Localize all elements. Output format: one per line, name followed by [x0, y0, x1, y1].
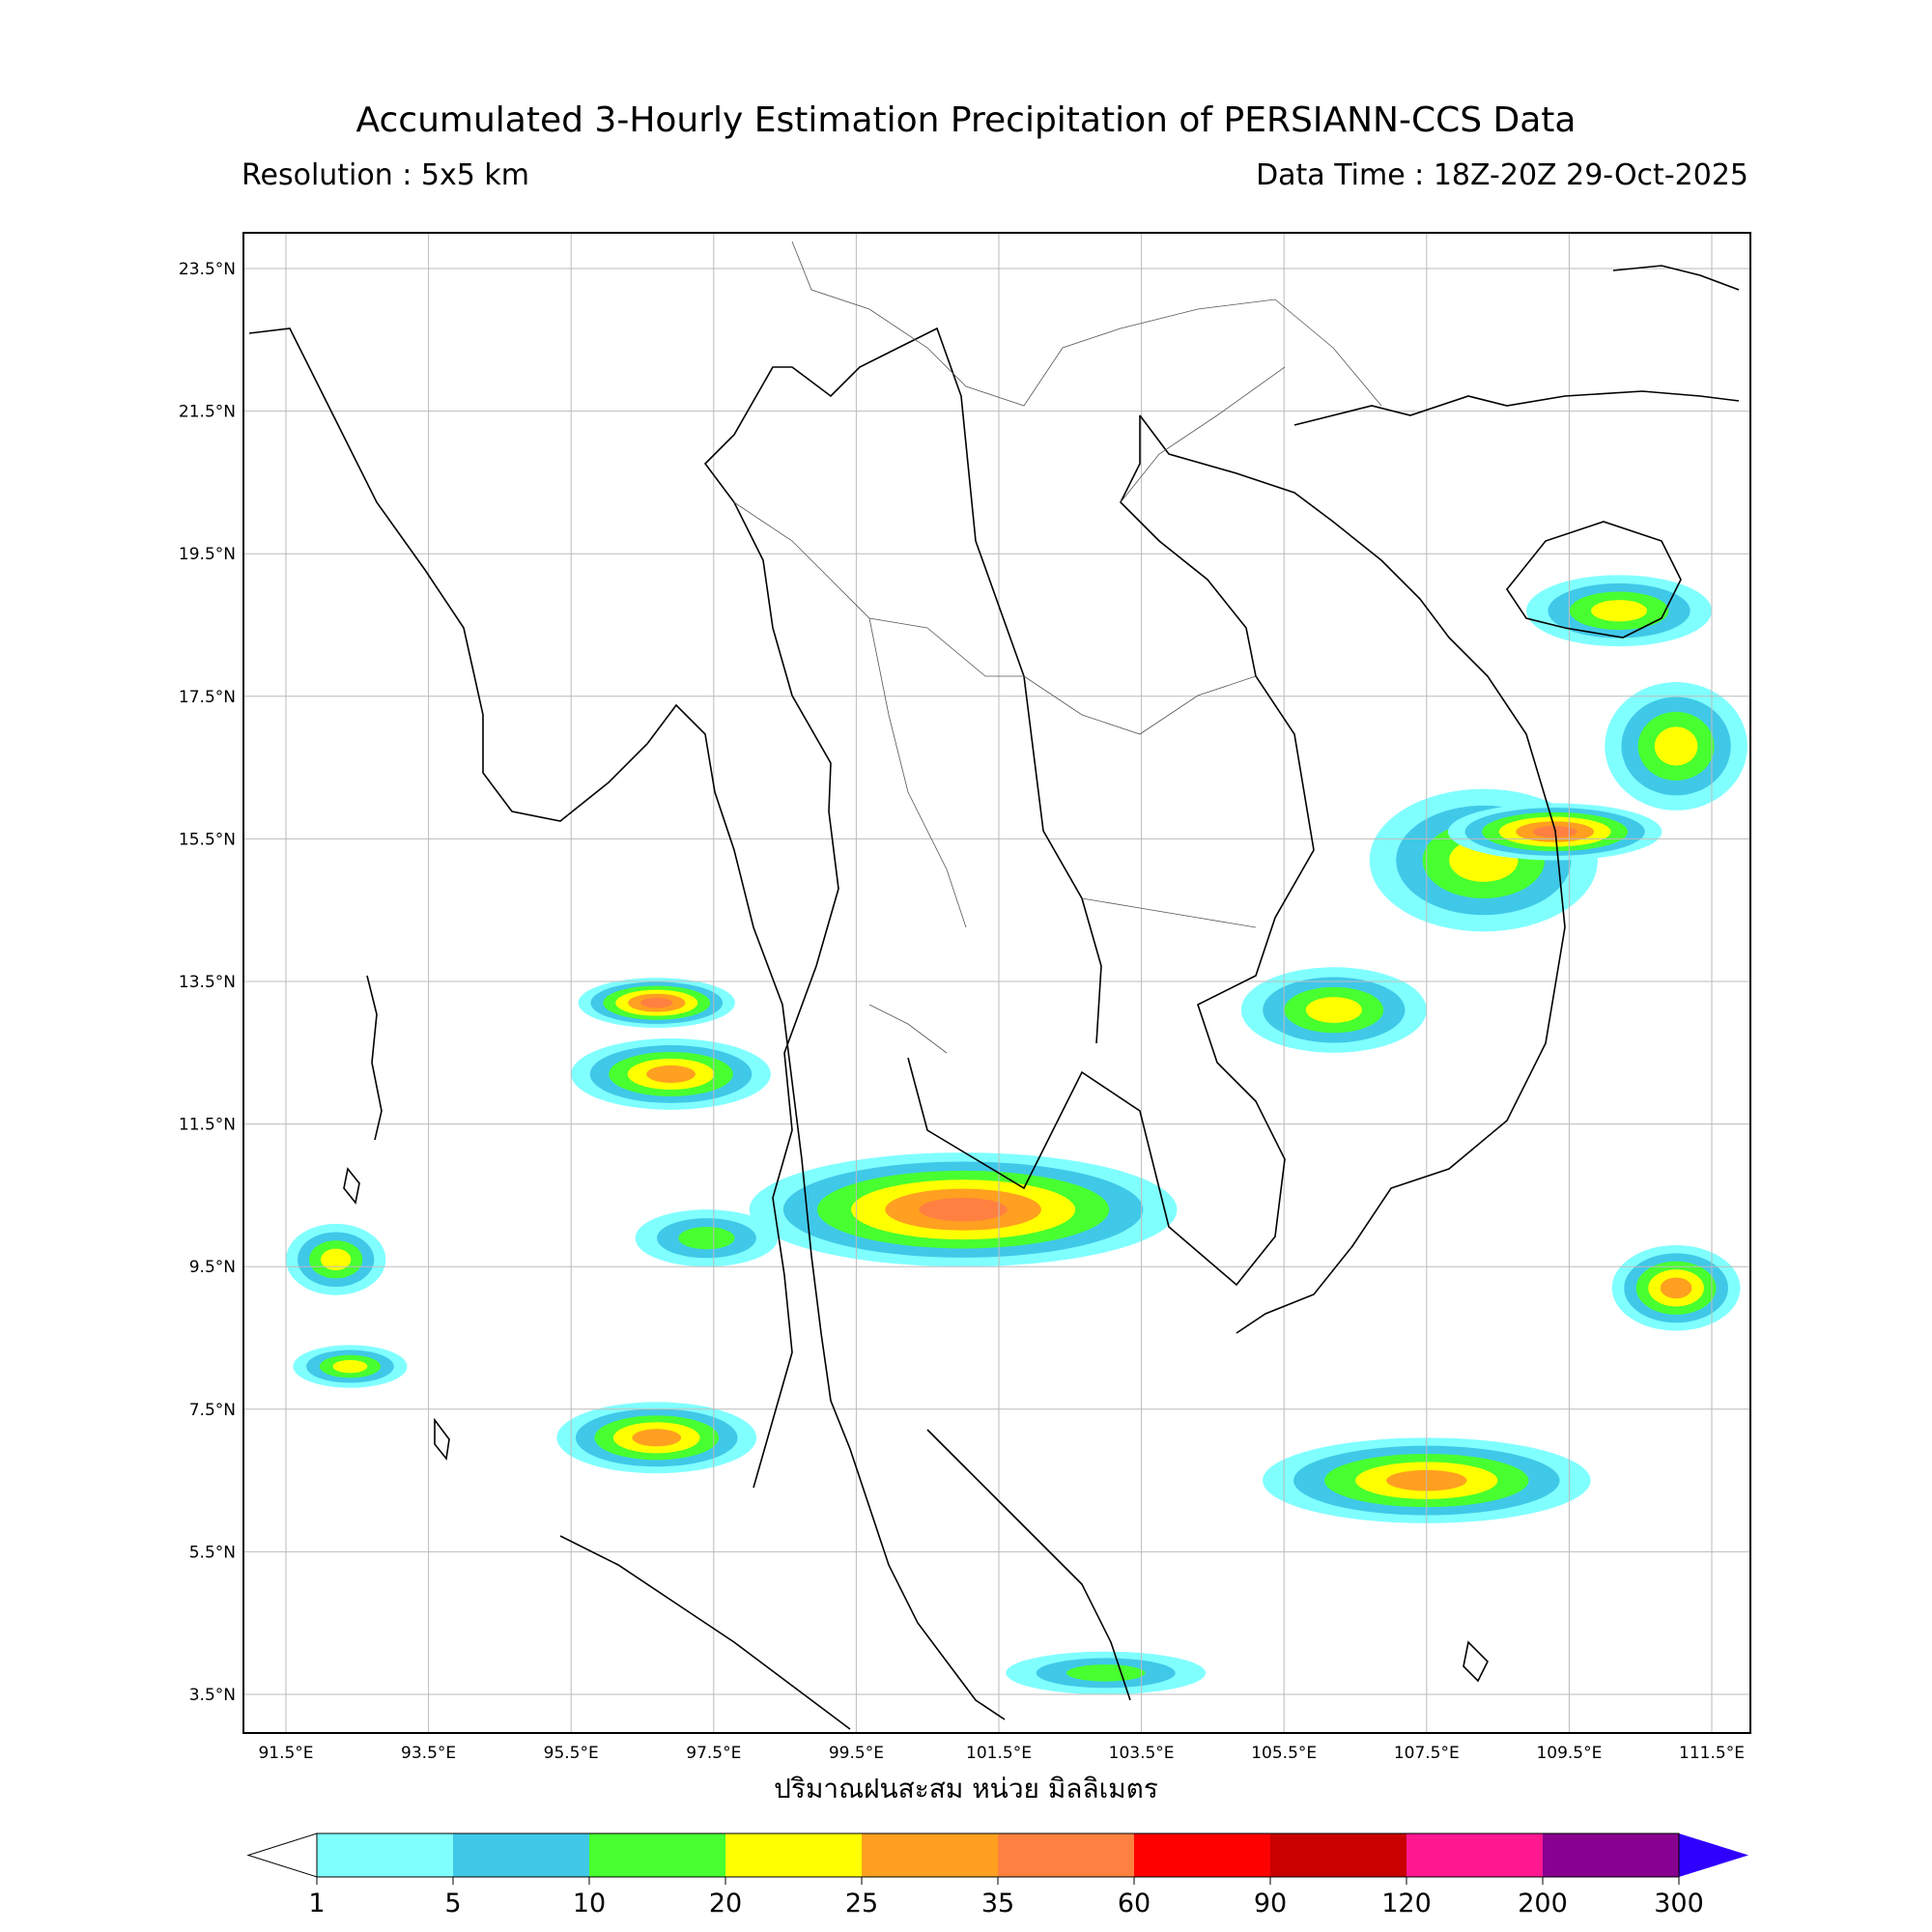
data-time-label: Data Time : 18Z-20Z 29-Oct-2025: [1256, 158, 1748, 192]
rain-cell: [571, 1038, 771, 1110]
colorbar-swatch: [1543, 1833, 1679, 1877]
colorbar-tick-label: 120: [1381, 1889, 1432, 1918]
lon-tick-label: 97.5°E: [686, 1744, 741, 1763]
rain-cell: [578, 978, 735, 1028]
resolution-label: Resolution : 5x5 km: [242, 158, 529, 192]
colorbar-tick-label: 35: [981, 1889, 1014, 1918]
colorbar-swatch: [1406, 1833, 1543, 1877]
lon-tick-label: 105.5°E: [1251, 1744, 1317, 1763]
lat-tick-label: 3.5°N: [189, 1686, 236, 1705]
graticule: [243, 233, 1750, 1733]
lon-tick-label: 99.5°E: [829, 1744, 884, 1763]
colorbar-tick-label: 10: [573, 1889, 606, 1918]
colorbar-tick-label: 60: [1118, 1889, 1151, 1918]
colorbar-tick-label: 25: [845, 1889, 878, 1918]
colorbar-label: ปริมาณฝนสะสม หน่วย มิลลิเมตร: [774, 1773, 1158, 1804]
latitude-labels: 23.5°N 21.5°N 19.5°N 17.5°N 15.5°N 13.5°N 11.5…: [179, 260, 236, 1705]
colorbar-swatch: [1134, 1833, 1270, 1877]
longitude-labels: 91.5°E 93.5°E 95.5°E 97.5°E 99.5°E 101.5°E 103…: [258, 1744, 1745, 1763]
lat-tick-label: 19.5°N: [179, 545, 236, 564]
colorbar-tick-label: 300: [1654, 1889, 1704, 1918]
lat-tick-label: 23.5°N: [179, 260, 236, 279]
rain-cell: [286, 1223, 386, 1295]
lat-tick-label: 21.5°N: [179, 403, 236, 422]
lon-tick-label: 91.5°E: [258, 1744, 313, 1763]
colorbar-swatch: [998, 1833, 1134, 1877]
colorbar-swatch: [589, 1833, 725, 1877]
lon-tick-label: 111.5°E: [1679, 1744, 1745, 1763]
colorbar-swatch: [317, 1833, 453, 1877]
lat-tick-label: 17.5°N: [179, 688, 236, 707]
colorbar-under-arrow: [246, 1833, 318, 1878]
coastline-and-borders: [248, 241, 1740, 1730]
lat-tick-label: 13.5°N: [179, 973, 236, 992]
colorbar-tick-label: 1: [308, 1889, 325, 1918]
map-frame: [242, 232, 1751, 1734]
colorbar-tick-label: 5: [444, 1889, 461, 1918]
lat-tick-label: 15.5°N: [179, 830, 236, 849]
lon-tick-label: 101.5°E: [966, 1744, 1032, 1763]
colorbar-swatch: [1270, 1833, 1406, 1877]
lat-tick-label: 5.5°N: [189, 1543, 236, 1562]
colorbar-swatch: [453, 1833, 589, 1877]
rain-cell: [293, 1345, 408, 1388]
rain-cell: [556, 1402, 757, 1474]
colorbar-tick-label: 200: [1518, 1889, 1568, 1918]
colorbar-tick-label: 20: [709, 1889, 742, 1918]
lon-tick-label: 109.5°E: [1536, 1744, 1602, 1763]
lat-tick-label: 7.5°N: [189, 1401, 236, 1420]
rain-cell: [1006, 1651, 1207, 1694]
lon-tick-label: 95.5°E: [544, 1744, 599, 1763]
lon-tick-label: 103.5°E: [1109, 1744, 1175, 1763]
colorbar-swatch: [862, 1833, 998, 1877]
map-title: Accumulated 3-Hourly Estimation Precipit…: [355, 100, 1577, 140]
lon-tick-label: 107.5°E: [1394, 1744, 1460, 1763]
colorbar-swatch: [725, 1833, 862, 1877]
colorbar-tick-label: 90: [1254, 1889, 1287, 1918]
lat-tick-label: 11.5°N: [179, 1116, 236, 1135]
lat-tick-label: 9.5°N: [189, 1258, 236, 1277]
rain-cell: [1240, 967, 1427, 1053]
colorbar-over-arrow: [1679, 1833, 1748, 1877]
lon-tick-label: 93.5°E: [401, 1744, 456, 1763]
rain-cell: [635, 1209, 779, 1267]
